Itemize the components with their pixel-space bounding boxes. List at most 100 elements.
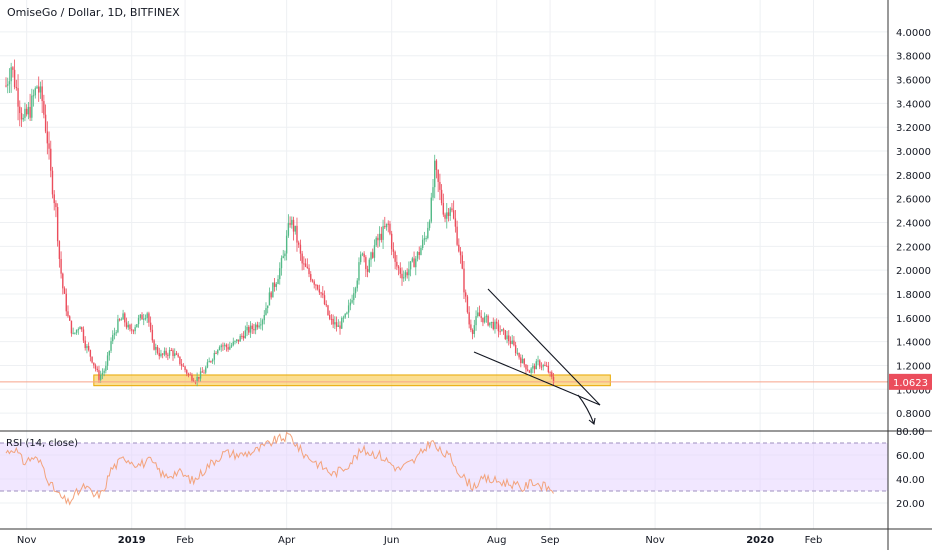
candle-body <box>463 268 465 293</box>
candle-body <box>416 252 419 259</box>
candle-body <box>301 253 303 264</box>
candle-body <box>48 143 50 149</box>
candle-body <box>8 81 11 85</box>
wedge-upper-line <box>487 288 601 406</box>
candle-body <box>161 353 164 355</box>
rsi-layer <box>5 431 554 506</box>
candle-body <box>518 352 520 358</box>
candle-body <box>353 293 355 301</box>
candle-body <box>335 322 338 327</box>
candle-body <box>420 247 422 255</box>
candle-body <box>313 281 315 285</box>
candle-body <box>506 335 508 340</box>
price-tick-label: 2.4000 <box>896 219 931 230</box>
candle-body <box>260 324 262 326</box>
candle-body <box>444 214 446 219</box>
candle-body <box>354 288 357 294</box>
chart-title: OmiseGo / Dollar, 1D, BITFINEX <box>7 6 180 19</box>
candle-body <box>93 362 95 366</box>
candle-body <box>389 223 391 234</box>
forecast-arrow <box>577 394 595 425</box>
candle-body <box>485 315 488 317</box>
candle-body <box>449 208 451 216</box>
candle-body <box>70 320 73 334</box>
candle-body <box>177 354 179 357</box>
candle-body <box>179 356 181 364</box>
candle-body <box>526 369 529 371</box>
candle-body <box>69 316 71 321</box>
candle-body <box>82 329 85 341</box>
price-axis-ticks: 4.0000 3.8000 3.6000 3.4000 3.2000 3.0000 2.80… <box>896 28 931 420</box>
candle-body <box>406 272 408 276</box>
candle-body <box>32 95 35 97</box>
candle-body <box>251 325 253 330</box>
candle-body <box>38 86 40 93</box>
candle-body <box>349 302 352 306</box>
candle-body <box>112 335 114 342</box>
last-price-label: 1.0623 <box>889 373 932 390</box>
candle-body <box>53 194 55 204</box>
candle-body <box>516 352 519 354</box>
candle-body <box>246 327 248 331</box>
candle-body <box>118 319 121 321</box>
candle-body <box>392 249 395 252</box>
support-zone-layer <box>93 374 611 387</box>
candle-body <box>372 252 374 258</box>
candle-body <box>535 361 538 370</box>
candle-body <box>201 371 203 373</box>
rsi-tick-label: 20.00 <box>896 499 925 510</box>
candle-body <box>242 335 245 339</box>
candle-body <box>294 225 296 232</box>
time-tick-label: 2019 <box>118 535 146 546</box>
candle-body <box>315 284 317 286</box>
candle-body <box>341 318 343 329</box>
candle-body <box>15 87 18 89</box>
candle-body <box>22 117 24 120</box>
candle-body <box>328 314 331 319</box>
candle-body <box>263 314 265 321</box>
candle-body <box>471 330 474 335</box>
candle-body <box>323 295 326 305</box>
candle-body <box>277 279 279 285</box>
candle-body <box>27 106 30 115</box>
candle-body <box>533 365 536 370</box>
candle-body <box>67 311 69 317</box>
candle-body <box>143 318 145 320</box>
candle-body <box>390 233 393 250</box>
candle-body <box>106 355 109 366</box>
candle-body <box>60 258 62 274</box>
candle-body <box>308 267 310 275</box>
candle-body <box>113 333 116 336</box>
last-price-badge <box>889 373 932 390</box>
candles <box>5 59 555 387</box>
candle-body <box>551 372 553 377</box>
candle-body <box>382 226 384 240</box>
candle-body <box>187 373 190 375</box>
candle-body <box>306 266 309 268</box>
candle-body <box>334 322 336 325</box>
candle-body <box>84 340 86 349</box>
candle-body <box>442 202 445 215</box>
candle-body <box>418 252 420 255</box>
candle-body <box>399 268 401 274</box>
time-tick-label: Jun <box>383 535 400 546</box>
candle-body <box>41 86 43 102</box>
candle-body <box>492 321 494 330</box>
candle-body <box>459 251 462 256</box>
candle-body <box>520 357 522 364</box>
candle-body <box>96 368 98 371</box>
candle-body <box>413 258 415 268</box>
candle-body <box>378 233 381 241</box>
candle-body <box>136 324 138 328</box>
candle-body <box>229 346 231 350</box>
candle-body <box>511 340 513 344</box>
candle-body <box>284 253 286 257</box>
candle-body <box>248 327 250 333</box>
candle-body <box>320 292 322 294</box>
candle-body <box>475 316 477 326</box>
candle-body <box>287 223 290 236</box>
candle-body <box>24 108 26 118</box>
price-tick-label: 2.6000 <box>896 195 931 206</box>
